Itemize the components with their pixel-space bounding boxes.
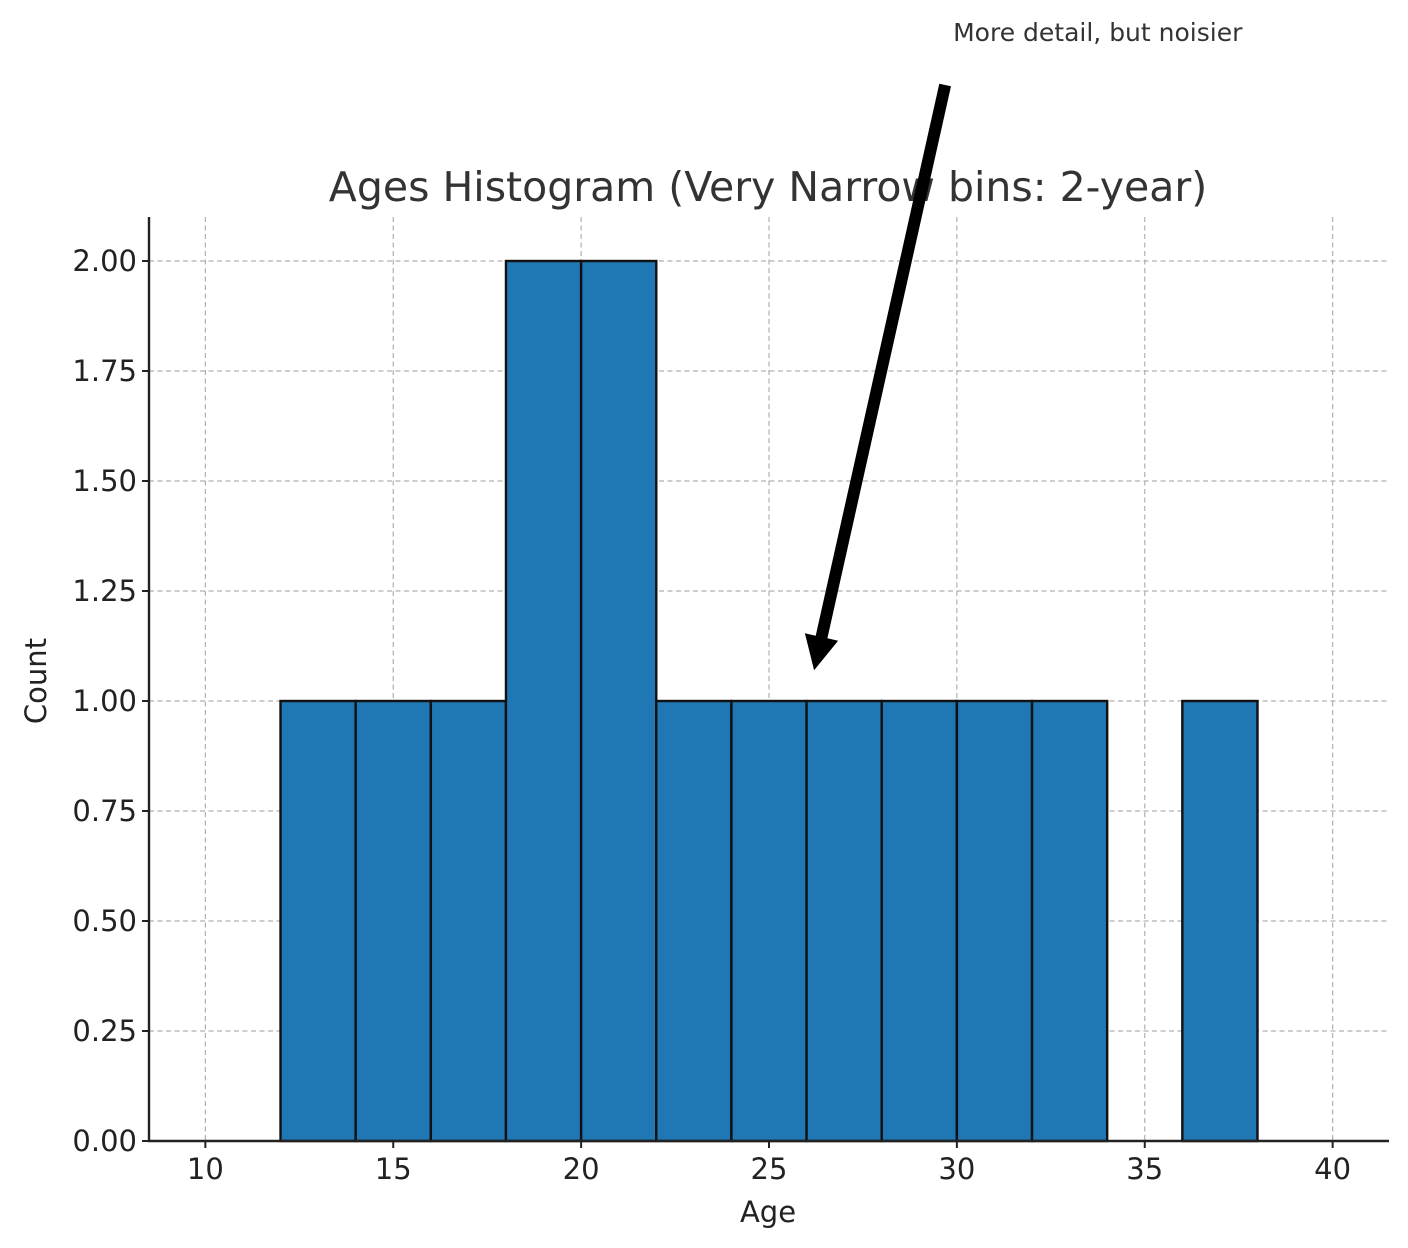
bar-28-30 [880, 699, 959, 1143]
y-tick-label-4: 1.00 [72, 684, 137, 718]
x-tick-label-20: 20 [563, 1152, 600, 1186]
x-tick-label-10: 10 [187, 1152, 224, 1186]
y-tick-label-0: 0.00 [72, 1124, 137, 1158]
bar-36-38 [1181, 699, 1259, 1143]
histogram-bars [279, 259, 1259, 1143]
x-axis-label: Age [740, 1195, 796, 1229]
bar-24-26 [730, 699, 808, 1143]
bar-16-18 [429, 699, 508, 1143]
bar-12-14 [279, 699, 357, 1143]
bar-30-32 [955, 699, 1034, 1143]
y-tick-label-5: 1.25 [72, 574, 137, 608]
y-tick-label-1: 0.25 [72, 1014, 137, 1048]
y-tick-label-6: 1.50 [72, 464, 137, 498]
y-tick-label-3: 0.75 [72, 794, 137, 828]
y-tick-label-7: 1.75 [72, 354, 137, 388]
x-tick-label-40: 40 [1314, 1152, 1351, 1186]
bar-26-28 [805, 699, 883, 1143]
y-tick-label-2: 0.50 [72, 904, 137, 938]
bar-32-34 [1030, 699, 1109, 1143]
x-tick-label-25: 25 [751, 1152, 788, 1186]
x-tick-label-30: 30 [938, 1152, 975, 1186]
x-tick-label-35: 35 [1126, 1152, 1163, 1186]
bar-20-22 [579, 259, 658, 1143]
annotation: More detail, but noisier [804, 18, 1243, 671]
y-axis-label: Count [19, 638, 53, 724]
y-axis-ticks: 0.00 0.25 0.50 0.75 1.00 1.25 1.50 1.75 2.00 [72, 244, 149, 1158]
chart-title: Ages Histogram (Very Narrow bins: 2-year… [329, 163, 1207, 211]
bar-18-20 [504, 259, 583, 1143]
y-tick-label-8: 2.00 [72, 244, 137, 278]
bar-14-16 [354, 699, 433, 1143]
annotation-arrow [804, 83, 951, 671]
x-tick-label-15: 15 [375, 1152, 412, 1186]
x-axis-ticks: 10 15 20 25 30 35 40 [187, 1141, 1351, 1186]
annotation-text: More detail, but noisier [953, 18, 1243, 47]
bar-22-24 [655, 699, 733, 1143]
